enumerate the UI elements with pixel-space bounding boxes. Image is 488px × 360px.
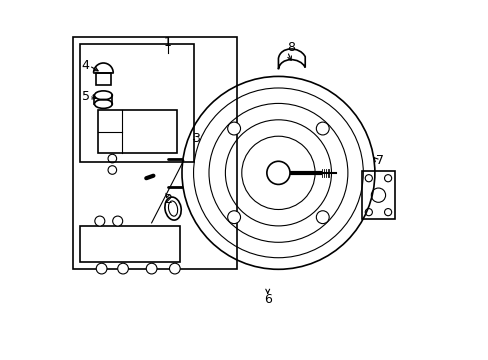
Text: 6: 6	[263, 293, 271, 306]
Circle shape	[316, 122, 328, 135]
Circle shape	[169, 263, 180, 274]
Text: 1: 1	[163, 36, 171, 49]
Text: 8: 8	[286, 41, 294, 54]
FancyBboxPatch shape	[98, 111, 176, 153]
Text: 7: 7	[375, 154, 384, 167]
Circle shape	[227, 122, 240, 135]
Circle shape	[95, 216, 104, 226]
Circle shape	[227, 211, 240, 224]
Text: 3: 3	[192, 132, 200, 145]
FancyBboxPatch shape	[80, 226, 180, 262]
Text: 4: 4	[81, 59, 89, 72]
Circle shape	[118, 263, 128, 274]
Circle shape	[146, 263, 157, 274]
Text: 2: 2	[163, 193, 171, 206]
Circle shape	[96, 263, 107, 274]
Circle shape	[112, 216, 122, 226]
Circle shape	[316, 211, 328, 224]
Text: 5: 5	[81, 90, 89, 103]
